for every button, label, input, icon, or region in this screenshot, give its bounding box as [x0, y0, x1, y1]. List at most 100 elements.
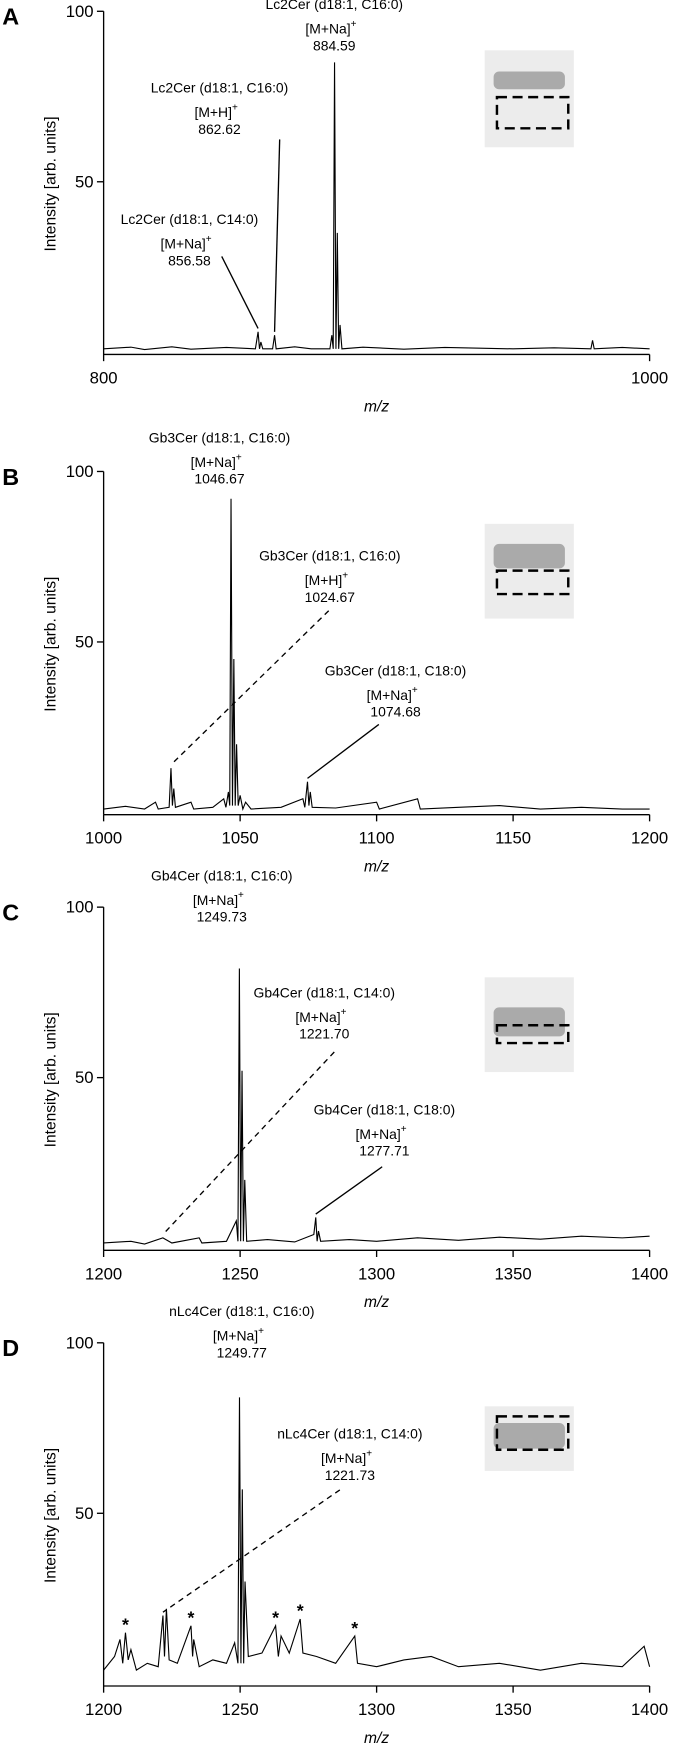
x-tick-label: 1300	[358, 1700, 395, 1719]
inset-band	[493, 1007, 565, 1037]
x-tick-label: 1350	[495, 1700, 532, 1719]
charge: +	[238, 890, 244, 901]
panel-label: C	[2, 900, 19, 926]
annotation-ion: [M+Na]+	[367, 685, 418, 703]
annotation-ion: [M+Na]+	[161, 234, 212, 252]
spectrum	[103, 498, 650, 811]
asterisk: *	[188, 1608, 195, 1628]
asterisk: *	[297, 1601, 304, 1621]
charge: +	[232, 102, 238, 113]
asterisk: *	[351, 1618, 358, 1638]
annotation-leader	[162, 1051, 335, 1235]
charge: +	[351, 19, 357, 30]
inset-band	[493, 543, 565, 569]
ion: [M+Na]	[191, 454, 236, 470]
annotation-name: Gb3Cer (d18:1, C16:0)	[259, 548, 400, 564]
charge: +	[342, 570, 348, 581]
annotation-ion: [M+Na]+	[321, 1448, 372, 1466]
charge: +	[401, 1124, 407, 1135]
annotation-name: Gb3Cer (d18:1, C16:0)	[149, 430, 290, 446]
inset-band	[493, 1423, 565, 1449]
annotation-name: nLc4Cer (d18:1, C16:0)	[169, 1303, 314, 1319]
y-tick-label: 50	[75, 1068, 94, 1087]
y-tick-label: 100	[66, 462, 94, 481]
y-axis-label: Intensity [arb. units]	[43, 1448, 60, 1583]
x-tick-label: 1100	[359, 829, 395, 848]
annotation-mz: 856.58	[168, 252, 211, 268]
x-tick-label: 1250	[222, 1700, 259, 1719]
ion: [M+Na]	[295, 1009, 340, 1025]
annotation-name: Gb4Cer (d18:1, C18:0)	[314, 1101, 455, 1117]
spectrum	[103, 62, 650, 351]
charge: +	[236, 452, 242, 463]
annotation-ion: [M+Na]+	[213, 1326, 264, 1344]
annotation-ion: [M+Na]+	[193, 890, 244, 908]
x-axis-label: m/z	[364, 1730, 389, 1747]
panel-label: D	[2, 1335, 19, 1361]
ion: [M+H]	[194, 104, 231, 120]
charge: +	[366, 1448, 372, 1459]
annotation-name: Lc2Cer (d18:1, C16:0)	[265, 0, 403, 12]
inset-image	[484, 50, 574, 148]
ion: [M+H]	[305, 572, 342, 588]
annotation-leader	[307, 723, 380, 779]
annotation-mz: 1277.71	[359, 1143, 410, 1159]
x-tick-label: 1150	[495, 829, 531, 848]
annotation-leader	[315, 1166, 383, 1215]
annotation-leader	[170, 610, 330, 766]
annotation-ion: [M+H]+	[305, 570, 348, 588]
charge: +	[258, 1326, 264, 1337]
ion: [M+Na]	[305, 21, 350, 37]
x-axis-label: m/z	[364, 858, 389, 875]
inset-box	[495, 95, 570, 130]
x-tick-label: 1250	[222, 1264, 259, 1283]
spectrum	[103, 968, 650, 1245]
annotation-mz: 1046.67	[194, 471, 245, 487]
annotation-mz: 1249.77	[217, 1344, 268, 1360]
panel-label: B	[2, 464, 19, 490]
annotation-mz: 862.62	[198, 121, 241, 137]
annotation-leader	[273, 139, 281, 332]
annotation-ion: [M+Na]+	[191, 452, 242, 470]
inset-box	[495, 569, 570, 596]
annotation-leader	[162, 1489, 341, 1613]
spectrum	[103, 1397, 651, 1671]
annotation-name: Lc2Cer (d18:1, C16:0)	[151, 80, 289, 96]
annotation-mz: 884.59	[313, 37, 356, 53]
y-axis-label: Intensity [arb. units]	[43, 1012, 60, 1147]
annotation-mz: 1221.70	[299, 1026, 350, 1042]
annotation-name: nLc4Cer (d18:1, C14:0)	[277, 1426, 422, 1442]
y-axis-label: Intensity [arb. units]	[43, 577, 60, 712]
asterisk: *	[122, 1614, 129, 1634]
annotation-mz: 1074.68	[370, 704, 421, 720]
ion: [M+Na]	[213, 1328, 258, 1344]
annotation-mz: 1024.67	[305, 589, 356, 605]
annotation-ion: [M+Na]+	[356, 1124, 407, 1142]
x-axis-label: m/z	[364, 1294, 389, 1311]
inset-box	[495, 1415, 570, 1452]
annotation-leader	[221, 256, 259, 329]
x-tick-label: 1200	[85, 1700, 122, 1719]
ion: [M+Na]	[367, 687, 412, 703]
x-tick-label: 1300	[358, 1264, 395, 1283]
y-tick-label: 100	[66, 2, 94, 21]
annotation-name: Lc2Cer (d18:1, C14:0)	[121, 211, 259, 227]
annotation-name: Gb4Cer (d18:1, C14:0)	[254, 984, 395, 1000]
annotation-ion: [M+Na]+	[295, 1007, 346, 1025]
x-tick-label: 1050	[222, 829, 259, 848]
x-tick-label: 1400	[631, 1264, 668, 1283]
x-tick-label: 1400	[631, 1700, 668, 1719]
x-tick-label: 1200	[85, 1264, 122, 1283]
y-tick-label: 50	[75, 1504, 94, 1523]
charge: +	[412, 685, 418, 696]
y-axis-label: Intensity [arb. units]	[43, 116, 60, 251]
annotation-mz: 1221.73	[325, 1467, 376, 1483]
annotation-name: Gb4Cer (d18:1, C16:0)	[151, 867, 292, 883]
y-tick-label: 50	[75, 633, 94, 652]
x-tick-label: 1000	[85, 829, 122, 848]
x-tick-label: 1200	[631, 829, 668, 848]
x-tick-label: 1000	[631, 368, 668, 387]
asterisk: *	[272, 1608, 279, 1628]
x-tick-label: 800	[90, 368, 118, 387]
